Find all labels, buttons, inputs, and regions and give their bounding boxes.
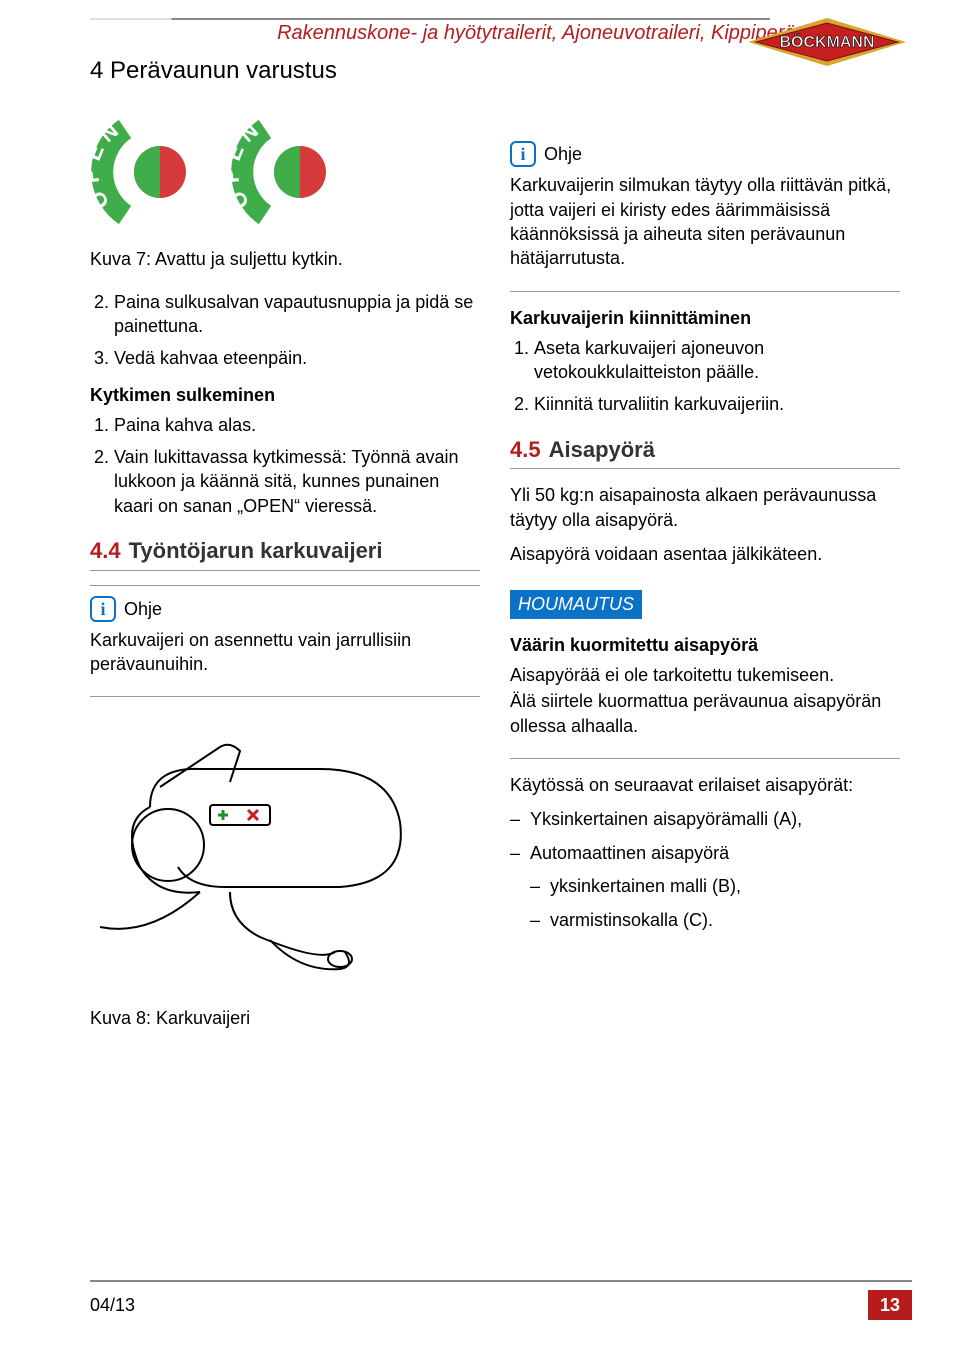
- list-item: Vain lukittavassa kytkimessä: Työnnä ava…: [114, 445, 480, 518]
- list-item: Paina sulkusalvan vapautusnuppia ja pidä…: [114, 290, 480, 339]
- page-header: Rakennuskone- ja hyötytrailerit, Ajoneuv…: [0, 0, 960, 47]
- open-icon: O P E N: [90, 117, 200, 227]
- list-item: Vedä kahvaa eteenpäin.: [114, 346, 480, 370]
- notice-body: Aisapyörää ei ole tarkoitettu tukemiseen…: [510, 663, 900, 687]
- figure-7-caption: Kuva 7: Avattu ja suljettu kytkin.: [90, 247, 480, 271]
- hint-box-2: i Ohje Karkuvaijerin silmukan täytyy oll…: [510, 131, 900, 291]
- dash-sublist: yksinkertainen malli (B), varmistinsokal…: [530, 874, 900, 933]
- list-item: varmistinsokalla (C).: [530, 908, 900, 932]
- hint-body: Karkuvaijeri on asennettu vain jarrullis…: [90, 628, 480, 677]
- heading-text: Työntöjarun karkuvaijeri: [129, 538, 383, 563]
- info-icon: i: [510, 141, 536, 167]
- paragraph: Aisapyörä voidaan asentaa jälkikäteen.: [510, 542, 900, 566]
- info-icon: i: [90, 596, 116, 622]
- list-item: Yksinkertainen aisapyörämalli (A),: [510, 807, 900, 831]
- list-item: yksinkertainen malli (B),: [530, 874, 900, 898]
- heading-number: 4.5: [510, 437, 541, 462]
- hint-label: Ohje: [544, 142, 582, 166]
- hint-box-1: i Ohje Karkuvaijeri on asennettu vain ja…: [90, 585, 480, 698]
- heading-text: Aisapyörä: [549, 437, 655, 462]
- list-item: Kiinnitä turvaliitin karkuvaijeriin.: [534, 392, 900, 416]
- open-closed-icons: O P E N O P E N: [90, 117, 480, 227]
- dash-list: Yksinkertainen aisapyörämalli (A), Autom…: [510, 807, 900, 932]
- right-column: i Ohje Karkuvaijerin silmukan täytyy oll…: [510, 117, 900, 1048]
- list-item: Paina kahva alas.: [114, 413, 480, 437]
- logo-bockmann: BÖCKMANN: [742, 14, 912, 70]
- page-footer: 04/13 13: [0, 1280, 960, 1320]
- footer-rule: [90, 1280, 912, 1282]
- instruction-list-b: Paina kahva alas. Vain lukittavassa kytk…: [90, 413, 480, 518]
- list-item-label: Automaattinen aisapyörä: [530, 843, 729, 863]
- notice-title: Väärin kuormitettu aisapyörä: [510, 633, 900, 657]
- instruction-list-a: Paina sulkusalvan vapautusnuppia ja pidä…: [90, 290, 480, 371]
- hint-label: Ohje: [124, 597, 162, 621]
- list-item: Automaattinen aisapyörä yksinkertainen m…: [510, 841, 900, 932]
- coupling-illustration: [90, 727, 480, 993]
- list-item: Aseta karkuvaijeri ajoneuvon vetokoukkul…: [534, 336, 900, 385]
- figure-8-caption: Kuva 8: Karkuvaijeri: [90, 1006, 480, 1030]
- footer-date: 04/13: [90, 1293, 135, 1317]
- notice-body: Älä siirtele kuormattua perävaunua aisap…: [510, 689, 900, 738]
- two-column-body: O P E N O P E N Kuva 7: Avattu ja suljet…: [0, 117, 960, 1048]
- hint-body: Karkuvaijerin silmukan täytyy olla riitt…: [510, 173, 900, 270]
- notice-tag: HOUMAUTUS: [510, 590, 642, 618]
- heading-4-5: 4.5 Aisapyörä: [510, 435, 900, 470]
- heading-number: 4.4: [90, 538, 121, 563]
- sub-heading-attach: Karkuvaijerin kiinnittäminen: [510, 306, 900, 330]
- svg-text:BÖCKMANN: BÖCKMANN: [779, 32, 874, 51]
- heading-4-4: 4.4 Työntöjarun karkuvaijeri: [90, 536, 480, 571]
- left-column: O P E N O P E N Kuva 7: Avattu ja suljet…: [90, 117, 480, 1048]
- notice-box: HOUMAUTUS Väärin kuormitettu aisapyörä A…: [510, 580, 900, 758]
- paragraph: Yli 50 kg:n aisapainosta alkaen perävaun…: [510, 483, 900, 532]
- open-icon: O P E N: [230, 117, 340, 227]
- page-number-badge: 13: [868, 1290, 912, 1320]
- sub-heading-close: Kytkimen sulkeminen: [90, 383, 480, 407]
- paragraph: Käytössä on seuraavat erilaiset aisapyör…: [510, 773, 900, 797]
- instruction-list-c: Aseta karkuvaijeri ajoneuvon vetokoukkul…: [510, 336, 900, 417]
